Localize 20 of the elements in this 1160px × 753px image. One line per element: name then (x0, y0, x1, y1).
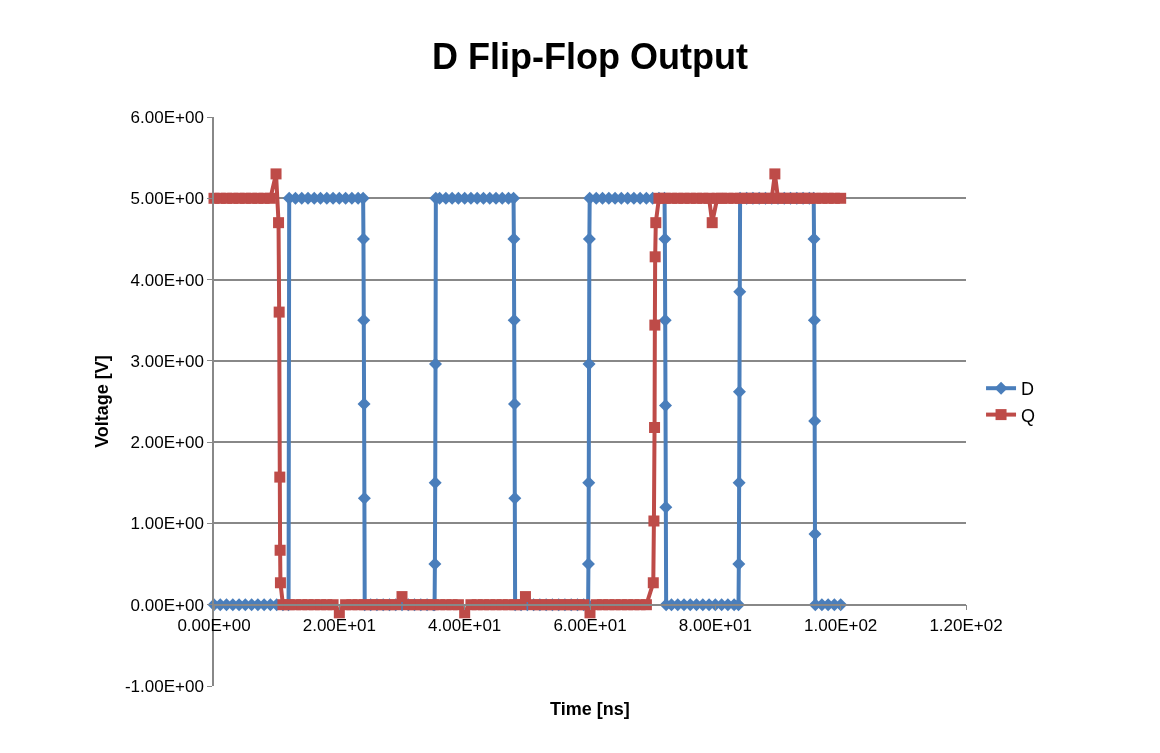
y-axis-title: Voltage [V] (91, 355, 112, 448)
x-tick-label: 4.00E+01 (428, 615, 502, 635)
y-tick-label: -1.00E+00 (124, 676, 204, 696)
y-tick-label: 0.00E+00 (130, 595, 204, 615)
x-tick-label: 8.00E+01 (678, 615, 752, 635)
x-tick-label: 6.00E+01 (553, 615, 627, 635)
y-tick-label: 3.00E+00 (130, 351, 204, 371)
legend-label: Q (1021, 405, 1036, 426)
chart-title: D Flip-Flop Output (432, 36, 748, 78)
x-tick-label: 2.00E+01 (302, 615, 376, 635)
y-tick-label: 6.00E+00 (130, 107, 204, 127)
x-tick-label: 0.00E+00 (177, 615, 251, 635)
y-tick-label: 5.00E+00 (130, 189, 204, 209)
x-tick-label: 1.00E+02 (804, 615, 878, 635)
y-tick-label: 4.00E+00 (130, 270, 204, 290)
y-tick-label: 2.00E+00 (130, 433, 204, 453)
x-axis-title: Time [ns] (550, 699, 630, 719)
y-tick-label: 1.00E+00 (130, 514, 204, 534)
legend-label: D (1021, 379, 1035, 400)
x-tick-label: 1.20E+02 (929, 615, 1003, 635)
